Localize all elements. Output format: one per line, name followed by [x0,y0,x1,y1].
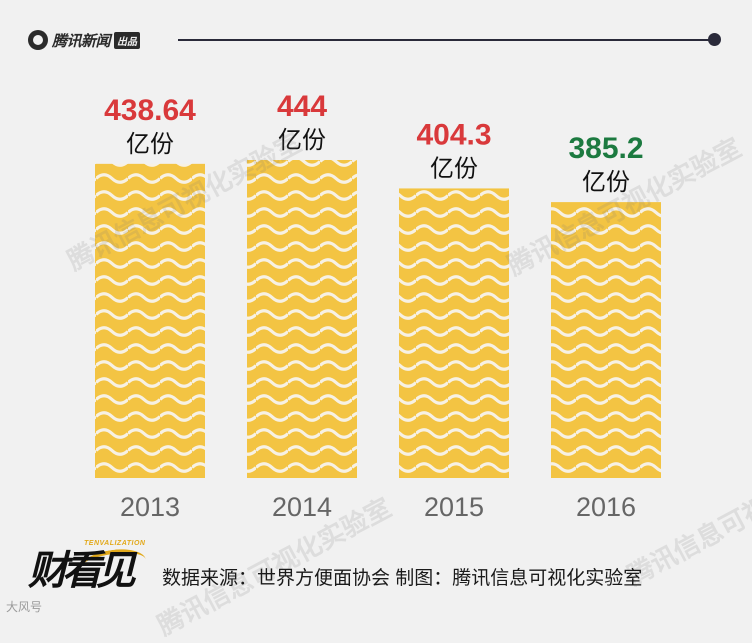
value-label: 385.2 [568,132,643,165]
footer: 财看见 TENVALIZATION 数据来源：世界方便面协会 制图：腾讯信息可视… [0,520,752,622]
x-tick-label: 2016 [576,492,636,522]
source-credit: 数据来源：世界方便面协会 制图：腾讯信息可视化实验室 [162,568,643,589]
x-tick-label: 2013 [120,492,180,522]
bar-2013 [95,163,205,478]
value-label: 404.3 [416,118,491,151]
x-tick-label: 2014 [272,492,332,522]
value-label: 444 [277,90,327,123]
labels-group: 438.64 亿份 2013 444 亿份 2014 404.3 亿份 2015 385.2 亿份 2… [104,90,643,522]
x-tick-label: 2015 [424,492,484,522]
unit-label: 亿份 [582,169,630,196]
unit-label: 亿份 [430,155,478,182]
bars-group [95,160,661,478]
bar-2015 [399,188,509,478]
bar-chart: 438.64 亿份 2013 444 亿份 2014 404.3 亿份 2015 385.2 亿份 2… [95,90,661,522]
bar-2014 [247,160,357,478]
brand-subtitle: TENVALIZATION [84,540,146,547]
brand-logo: 财看见 TENVALIZATION [22,534,152,593]
header-rule [178,39,710,41]
bar-2016 [551,202,661,478]
header: 腾讯新闻 出品 [0,0,752,80]
brand-text: 财看见 [28,549,136,593]
tencent-logo-icon [28,30,48,50]
logo-badge: 出品 [114,31,141,49]
tencent-news-logo: 腾讯新闻 出品 [28,27,141,53]
header-dot [708,33,721,46]
unit-label: 亿份 [126,131,174,158]
logo-text: 腾讯新闻 [52,32,111,50]
value-label: 438.64 [104,94,196,127]
unit-label: 亿份 [278,127,326,154]
corner-watermark: 大风号 [6,600,43,614]
